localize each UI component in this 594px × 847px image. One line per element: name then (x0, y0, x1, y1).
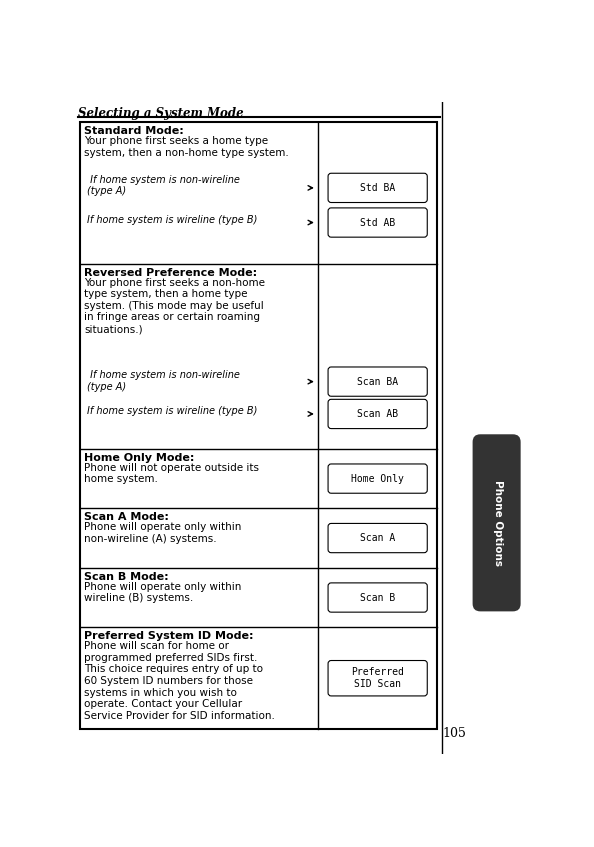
Text: Preferred System ID Mode:: Preferred System ID Mode: (84, 631, 254, 641)
Text: If home system is non-wireline
(type A): If home system is non-wireline (type A) (87, 370, 239, 391)
Text: 105: 105 (442, 727, 466, 740)
Text: Home Only: Home Only (351, 473, 404, 484)
Text: Standard Mode:: Standard Mode: (84, 126, 184, 136)
Text: Your phone first seeks a home type
system, then a non-home type system.: Your phone first seeks a home type syste… (84, 136, 289, 158)
Text: Phone Options: Phone Options (493, 480, 503, 566)
Text: Std BA: Std BA (360, 183, 395, 193)
Text: Scan AB: Scan AB (357, 409, 398, 419)
Text: If home system is non-wireline
(type A): If home system is non-wireline (type A) (87, 174, 239, 197)
Text: Phone will scan for home or
programmed preferred SIDs first.
This choice require: Phone will scan for home or programmed p… (84, 641, 275, 721)
FancyBboxPatch shape (473, 435, 521, 612)
Text: Scan A Mode:: Scan A Mode: (84, 512, 169, 523)
Text: Scan B: Scan B (360, 593, 395, 602)
FancyBboxPatch shape (328, 661, 427, 696)
Text: Std AB: Std AB (360, 218, 395, 228)
FancyBboxPatch shape (328, 174, 427, 202)
Text: Preferred
SID Scan: Preferred SID Scan (351, 667, 404, 689)
Text: Scan B Mode:: Scan B Mode: (84, 572, 169, 582)
Text: Selecting a System Mode: Selecting a System Mode (78, 107, 244, 120)
Text: Home Only Mode:: Home Only Mode: (84, 452, 195, 462)
FancyBboxPatch shape (328, 399, 427, 429)
Text: If home system is wireline (type B): If home system is wireline (type B) (87, 407, 257, 416)
FancyBboxPatch shape (328, 583, 427, 612)
FancyBboxPatch shape (328, 208, 427, 237)
Text: Phone will not operate outside its
home system.: Phone will not operate outside its home … (84, 462, 260, 484)
FancyBboxPatch shape (328, 367, 427, 396)
FancyBboxPatch shape (328, 464, 427, 493)
Text: Phone will operate only within
wireline (B) systems.: Phone will operate only within wireline … (84, 582, 242, 603)
Text: If home system is wireline (type B): If home system is wireline (type B) (87, 215, 257, 224)
Text: Your phone first seeks a non-home
type system, then a home type
system. (This mo: Your phone first seeks a non-home type s… (84, 278, 266, 334)
Text: Scan A: Scan A (360, 533, 395, 543)
Bar (80, 123, 437, 729)
Text: Scan BA: Scan BA (357, 377, 398, 386)
Text: Reversed Preference Mode:: Reversed Preference Mode: (84, 268, 257, 278)
FancyBboxPatch shape (328, 523, 427, 553)
Text: Phone will operate only within
non-wireline (A) systems.: Phone will operate only within non-wirel… (84, 523, 242, 544)
